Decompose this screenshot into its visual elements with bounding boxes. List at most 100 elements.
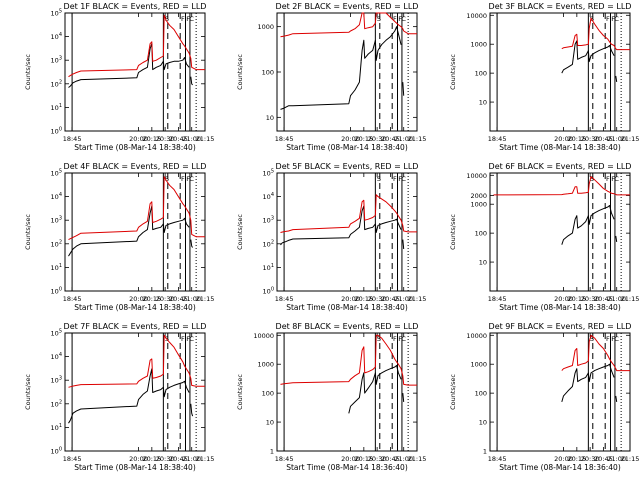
- x-tick-label: 18:45: [275, 455, 294, 463]
- y-tick-label: 100: [262, 390, 274, 398]
- marker-label: F: [393, 175, 397, 183]
- y-tick-label: 1000: [470, 201, 487, 209]
- marker-label: F: [606, 335, 610, 343]
- plot-frame: [64, 172, 206, 292]
- x-tick-label: 20:45: [169, 455, 188, 463]
- x-tick-label: 20:45: [381, 135, 400, 143]
- x-tick-label: 21:15: [196, 295, 215, 303]
- y-tick-label: 1: [483, 448, 487, 456]
- plot-title: Det 7F BLACK = Events, RED = LLD: [64, 322, 207, 331]
- lld-series-line: [561, 17, 630, 51]
- x-tick-label: 20:15: [354, 135, 373, 143]
- x-tick-label: 18:45: [488, 455, 507, 463]
- y-axis-label: Counts/sec: [449, 214, 457, 250]
- x-tick-label: 20:00: [129, 295, 148, 303]
- x-tick-label: 20:45: [594, 135, 613, 143]
- plot-title: Det 3F BLACK = Events, RED = LLD: [489, 2, 632, 11]
- marker-label: S: [590, 335, 594, 343]
- marker-label: S: [377, 335, 381, 343]
- marker-label: F: [181, 335, 185, 343]
- plot-panel: Det 9F BLACK = Events, RED = LLD 1 10 100 10…: [449, 322, 639, 472]
- x-tick-label: 21:00: [182, 455, 201, 463]
- marker-label: C: [189, 175, 194, 183]
- plot-title: Det 8F BLACK = Events, RED = LLD: [276, 322, 419, 331]
- y-axis-label: Counts/sec: [24, 374, 32, 410]
- lld-series-line: [68, 14, 205, 78]
- marker-label: F: [181, 175, 185, 183]
- x-tick-label: 18:45: [488, 135, 507, 143]
- x-tick-label: 20:45: [594, 455, 613, 463]
- marker-label: C: [614, 335, 619, 343]
- events-series-line: [615, 235, 618, 242]
- x-axis-label: Start Time (08-Mar-14 18:36:40): [499, 463, 621, 472]
- events-series-line: [561, 363, 615, 403]
- y-axis-label: Counts/sec: [236, 214, 244, 250]
- y-tick-label: 104: [263, 192, 274, 201]
- y-tick-label: 102: [51, 239, 62, 248]
- y-tick-label: 101: [263, 263, 274, 272]
- x-tick-label: 20:00: [341, 295, 360, 303]
- plot-panel: Det 5F BLACK = Events, RED = LLD 100 101 10…: [236, 162, 426, 312]
- marker-label: C: [401, 335, 406, 343]
- plot-title: Det 1F BLACK = Events, RED = LLD: [64, 2, 207, 11]
- y-tick-label: 100: [475, 230, 487, 238]
- plot-frame: [276, 12, 418, 132]
- y-tick-label: 101: [51, 103, 62, 112]
- events-series-line: [402, 239, 405, 250]
- x-tick-label: 20:15: [567, 135, 586, 143]
- plot-title: Det 6F BLACK = Events, RED = LLD: [489, 162, 632, 171]
- x-axis-label: Start Time (08-Mar-14 18:38:40): [74, 303, 196, 312]
- plot-panel: Det 2F BLACK = Events, RED = LLD 10 100 100…: [236, 2, 426, 152]
- lld-series-line: [280, 12, 417, 38]
- x-tick-label: 20:15: [567, 455, 586, 463]
- marker-label: F: [606, 15, 610, 23]
- marker-label: F: [611, 175, 615, 183]
- plot-frame: [489, 332, 631, 452]
- y-tick-label: 105: [51, 9, 62, 18]
- plot-frame: [276, 172, 418, 292]
- events-series-line: [402, 393, 405, 402]
- y-tick-label: 100: [51, 127, 62, 136]
- y-tick-label: 105: [263, 169, 274, 178]
- x-tick-label: 18:45: [63, 135, 82, 143]
- y-tick-label: 10000: [466, 12, 487, 20]
- marker-label: F: [186, 15, 190, 23]
- x-axis-label: Start Time (08-Mar-14 18:38:40): [286, 303, 408, 312]
- events-series-line: [190, 76, 193, 86]
- y-tick-label: 10: [266, 114, 274, 122]
- y-tick-label: 10000: [466, 332, 487, 340]
- plot-panel: Det 6F BLACK = Events, RED = LLD 10 100 100…: [449, 162, 639, 312]
- plot-frame: [64, 332, 206, 452]
- y-tick-label: 10: [479, 259, 487, 267]
- x-tick-label: 21:00: [394, 135, 413, 143]
- x-axis-label: Start Time (08-Mar-14 18:38:40): [286, 143, 408, 152]
- x-tick-label: 20:45: [594, 295, 613, 303]
- y-tick-label: 102: [263, 239, 274, 248]
- marker-label: F: [398, 15, 402, 23]
- marker-label: C: [614, 175, 619, 183]
- y-tick-label: 103: [263, 216, 274, 225]
- y-tick-label: 1000: [470, 41, 487, 49]
- y-tick-label: 100: [475, 70, 487, 78]
- x-tick-label: 21:00: [607, 135, 626, 143]
- x-tick-label: 20:00: [554, 135, 573, 143]
- marker-label: F: [606, 175, 610, 183]
- x-tick-label: 18:45: [275, 135, 294, 143]
- x-tick-label: 20:15: [567, 295, 586, 303]
- plot-frame: [489, 172, 631, 292]
- x-tick-label: 20:30: [581, 455, 600, 463]
- x-tick-label: 20:45: [169, 135, 188, 143]
- y-axis-label: Counts/sec: [449, 374, 457, 410]
- x-tick-label: 20:15: [142, 295, 161, 303]
- x-tick-label: 20:30: [156, 455, 175, 463]
- events-series-line: [615, 395, 618, 402]
- x-tick-label: 20:45: [381, 295, 400, 303]
- x-axis-label: Start Time (08-Mar-14 18:36:40): [286, 463, 408, 472]
- x-tick-label: 21:00: [607, 455, 626, 463]
- x-tick-label: 21:00: [394, 295, 413, 303]
- plot-panel: Det 7F BLACK = Events, RED = LLD 100 101 10…: [24, 322, 214, 472]
- y-tick-label: 10: [479, 99, 487, 107]
- events-series-line: [190, 239, 194, 248]
- x-tick-label: 20:45: [381, 455, 400, 463]
